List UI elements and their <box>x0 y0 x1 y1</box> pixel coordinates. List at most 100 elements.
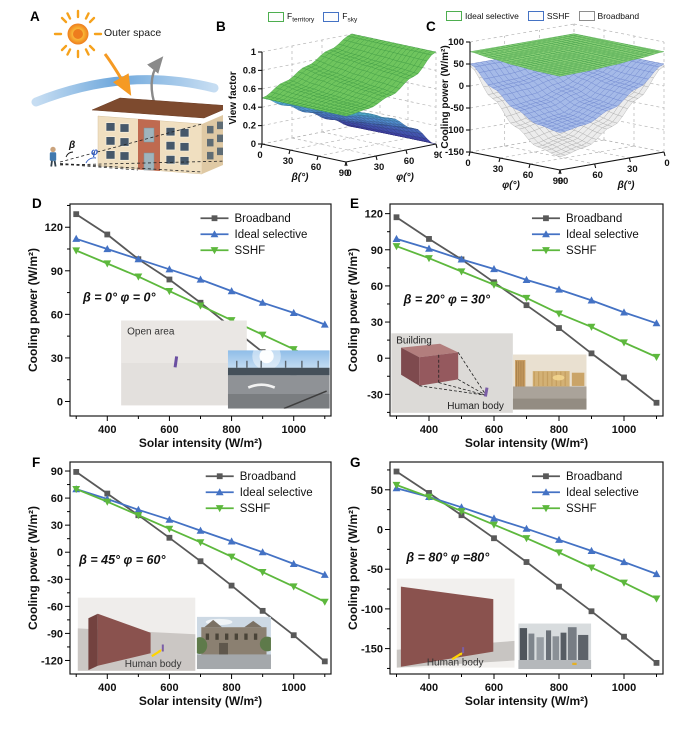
svg-text:600: 600 <box>485 682 503 694</box>
inset-illustration-tilted-wall: Human body <box>77 597 196 671</box>
surface-ideal-selective <box>469 33 665 77</box>
sunlight-arrow <box>103 53 132 96</box>
panel-label-e: E <box>350 196 360 211</box>
svg-text:β = 45° φ = 60°: β = 45° φ = 60° <box>78 553 166 567</box>
inset-illustration-open-area: Open area <box>121 320 247 406</box>
chart-F: 400 600 800 1000 -120 -90 -60 -30 0 30 60 90 Solar i… <box>26 461 332 708</box>
svg-text:-60: -60 <box>47 601 63 613</box>
svg-text:0: 0 <box>664 158 669 169</box>
panel-label-f: F <box>32 455 41 470</box>
svg-text:60: 60 <box>592 170 603 181</box>
svg-text:0: 0 <box>465 158 470 169</box>
svg-text:120: 120 <box>365 209 383 221</box>
svg-text:800: 800 <box>550 424 568 436</box>
svg-text:90: 90 <box>371 245 383 257</box>
svg-text:Human body: Human body <box>125 659 182 670</box>
panel-b-view-factor-surface: 0 0.2 0.4 0.6 0.8 1 0 30 60 90 0 30 60 90 β(°) φ(°) View… <box>224 4 444 199</box>
legend-label: Broadband <box>597 11 640 21</box>
inset-illustration-large-wall: Human body <box>396 578 515 668</box>
svg-text:Ideal selective: Ideal selective <box>566 229 639 241</box>
svg-text:Cooling power (W/m²): Cooling power (W/m²) <box>440 45 451 148</box>
panel-label-b: B <box>216 19 226 34</box>
svg-text:0: 0 <box>346 168 351 179</box>
svg-text:0: 0 <box>57 396 63 408</box>
svg-text:30: 30 <box>374 162 385 173</box>
svg-text:Solar intensity (W/m²): Solar intensity (W/m²) <box>139 436 262 450</box>
svg-text:60: 60 <box>51 309 63 321</box>
legend-item: Ideal selective <box>446 11 519 21</box>
series-sshf <box>392 243 661 361</box>
legend-label: Fterritory <box>287 11 315 24</box>
svg-text:β = 20° φ = 30°: β = 20° φ = 30° <box>403 293 491 307</box>
panel-label-c: C <box>426 19 436 34</box>
panel-d-line-chart: 400 600 800 1000 0 30 60 90 120 Solar intensity (… <box>24 196 340 459</box>
beta-angle-arc <box>65 151 74 158</box>
svg-text:800: 800 <box>222 682 240 694</box>
svg-text:-50: -50 <box>367 564 383 576</box>
panel-label-d: D <box>32 196 42 211</box>
surface-fsky <box>261 97 437 145</box>
legend-label: Fsky <box>342 11 358 24</box>
panel-label-a: A <box>30 9 40 24</box>
svg-text:60: 60 <box>371 281 383 293</box>
axes <box>258 51 438 167</box>
panel-c-cooling-power-surface: 100 50 0 -50 -100 -150 0 30 60 90 90 60 30 0 φ(°) β(°) C… <box>440 4 676 199</box>
svg-text:600: 600 <box>160 682 178 694</box>
series-sshf <box>72 486 329 606</box>
svg-text:100: 100 <box>448 37 464 48</box>
svg-text:SSHF: SSHF <box>566 245 597 257</box>
svg-text:Ideal selective: Ideal selective <box>566 487 639 499</box>
svg-text:400: 400 <box>420 682 438 694</box>
legend-item: Fsky <box>323 11 357 24</box>
svg-text:30: 30 <box>51 520 63 532</box>
svg-text:90: 90 <box>434 150 442 161</box>
svg-text:60: 60 <box>523 170 534 181</box>
svg-text:β(°): β(°) <box>617 180 636 191</box>
svg-text:60: 60 <box>404 156 415 167</box>
svg-text:-50: -50 <box>450 103 464 114</box>
legend-swatch <box>578 11 595 21</box>
series-broadband <box>393 214 660 406</box>
legend-swatch <box>268 12 284 23</box>
svg-text:Ideal selective: Ideal selective <box>235 229 308 241</box>
svg-text:Broadband: Broadband <box>240 471 296 483</box>
svg-text:1000: 1000 <box>281 424 305 436</box>
svg-text:800: 800 <box>550 682 568 694</box>
svg-text:600: 600 <box>485 424 503 436</box>
svg-text:0: 0 <box>377 524 383 536</box>
svg-text:0: 0 <box>459 81 464 92</box>
panel-label-g: G <box>350 455 361 470</box>
radiation-arrow <box>147 56 164 103</box>
svg-text:-150: -150 <box>445 147 464 158</box>
inset-buildings-photo <box>512 354 587 410</box>
svg-text:60: 60 <box>51 493 63 505</box>
panel-a-illustration: Outer space β φ <box>31 9 223 175</box>
phi-angle-arc <box>85 157 97 164</box>
svg-text:90: 90 <box>558 176 569 187</box>
svg-text:Broadband: Broadband <box>566 471 622 483</box>
svg-text:800: 800 <box>222 424 240 436</box>
inset-illustration-building-3d: Building Human body <box>391 333 513 413</box>
legend-swatch <box>527 11 544 21</box>
svg-text:Cooling power (W/m²): Cooling power (W/m²) <box>26 248 40 372</box>
svg-text:1000: 1000 <box>612 682 636 694</box>
svg-text:0.8: 0.8 <box>243 65 256 76</box>
chart-legend: Broadband Ideal selective SSHF <box>200 213 308 257</box>
svg-text:SSHF: SSHF <box>235 245 266 257</box>
axes <box>466 41 666 175</box>
chart-legend: Broadband Ideal selective SSHF <box>205 471 313 515</box>
inset-rooftop-photo <box>227 350 330 409</box>
svg-text:-150: -150 <box>361 644 383 656</box>
chart-legend: Broadband Ideal selective SSHF <box>531 471 639 515</box>
phi-angle-label: φ <box>91 147 98 158</box>
svg-text:0: 0 <box>377 353 383 365</box>
svg-text:0: 0 <box>257 150 262 161</box>
svg-text:φ(°): φ(°) <box>502 180 520 191</box>
svg-text:1: 1 <box>251 47 257 58</box>
legend-item: Broadband <box>578 11 640 21</box>
svg-text:60: 60 <box>311 162 322 173</box>
svg-text:-100: -100 <box>445 125 464 136</box>
svg-text:Cooling power (W/m²): Cooling power (W/m²) <box>346 248 360 372</box>
